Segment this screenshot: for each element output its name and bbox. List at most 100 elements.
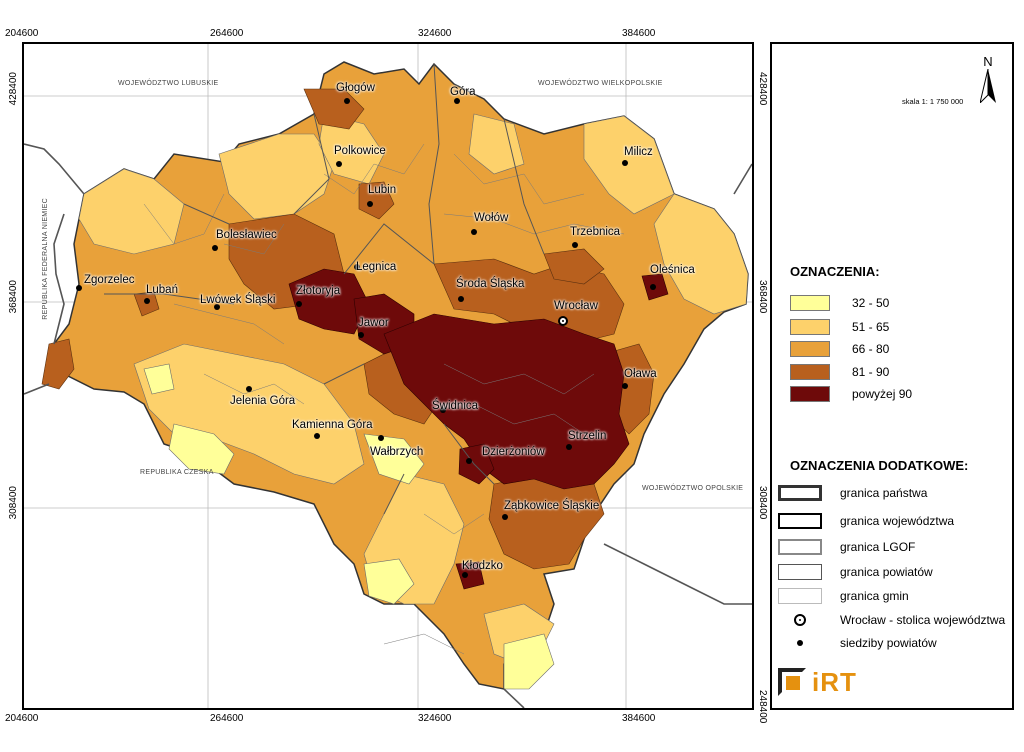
coord-bottom-2: 264600: [210, 713, 244, 724]
legend-extra-seat: siedziby powiatów: [778, 634, 937, 652]
coord-top-1: 204600: [5, 28, 39, 39]
north-arrow-icon: N: [979, 54, 996, 106]
coord-left-2: 368400: [8, 280, 19, 314]
gmina-boundaries: [143, 143, 625, 655]
legend-class-label: 32 - 50: [852, 296, 890, 310]
class-81-90-olesnica: [543, 248, 605, 285]
coord-left-3: 308400: [8, 486, 19, 520]
seat-dot-klodzko: [462, 572, 468, 578]
coord-bottom-3: 324600: [418, 713, 452, 724]
class-66-80-east: [653, 193, 749, 315]
seat-dot-boleslawiec: [212, 245, 218, 251]
legend-title: OZNACZENIA:: [790, 264, 880, 279]
coord-left-1: 428400: [8, 72, 19, 106]
label-niemcy: REPUBLIKA FEDERALNA NIEMIEC: [42, 198, 49, 320]
seat-dot-swidnica: [440, 407, 446, 413]
city-trzebnica: Trzebnica: [570, 226, 621, 238]
swatch-above-90: [790, 386, 830, 402]
class-32-50-walbrzych: [363, 433, 425, 485]
legend-class-label: 66 - 80: [852, 342, 890, 356]
coord-bottom-1: 204600: [5, 713, 39, 724]
city-gora: Góra: [450, 86, 476, 98]
seat-dot-strzelin: [566, 444, 572, 450]
legend-class-3: 66 - 80: [790, 340, 889, 358]
gmina-border-swatch: [778, 588, 822, 604]
seat-dot-olawa: [622, 383, 628, 389]
legend-extra-state: granica państwa: [778, 484, 927, 502]
city-zlotoryja: Złotoryja: [296, 285, 341, 297]
capital-swatch: [778, 614, 822, 626]
seat-dot-legnica: [354, 264, 360, 270]
legend-class-label: powyżej 90: [852, 387, 913, 401]
city-boleslawiec: Bolesławiec: [216, 229, 277, 241]
coord-top-2: 264600: [210, 28, 244, 39]
seat-dot-zlotoryja: [296, 301, 302, 307]
legend-extra-gmina: granica gmin: [778, 587, 909, 605]
city-lubin: Lubin: [368, 184, 397, 196]
city-klodzko: Kłodzko: [462, 560, 503, 572]
city-wroclaw: Wrocław: [554, 300, 598, 312]
seat-dot-jawor: [358, 332, 364, 338]
seat-dot-luban: [144, 298, 150, 304]
class-81-90-zabkowice: [488, 473, 605, 570]
class-above-90-klodzko: [455, 561, 485, 590]
coord-right-2: 368400: [757, 280, 768, 314]
city-legnica: Legnica: [356, 261, 397, 273]
class-32-50-west: [143, 363, 175, 395]
north-label: N: [983, 54, 993, 69]
city-walbrzych: Wałbrzych: [370, 446, 424, 458]
city-polkowice: Polkowice: [334, 145, 386, 157]
coord-right-4: 248400: [757, 690, 768, 724]
legend-class-label: 81 - 90: [852, 365, 890, 379]
city-jawor: Jawor: [358, 317, 389, 329]
label-czeska: REPUBLIKA CZESKA: [140, 469, 214, 476]
city-glogow: Głogów: [336, 82, 375, 94]
class-51-65-milicz: [583, 115, 675, 215]
legend-extra-label: granica LGOF: [840, 540, 916, 554]
class-32-50-klodzko: [363, 558, 415, 605]
legend-extra-voivodeship: granica województwa: [778, 512, 954, 530]
legend-extra-label: granica gmin: [840, 589, 909, 603]
legend-class-5: powyżej 90: [790, 385, 912, 403]
state-border-swatch: [778, 485, 822, 501]
swatch-81-90: [790, 364, 830, 380]
class-32-50-karkonosze: [168, 423, 235, 475]
label-lubuskie: WOJEWÓDZTWO LUBUSKIE: [118, 80, 219, 87]
class-81-90-zgorzelec-s: [41, 338, 75, 390]
legend-extra-label: granica województwa: [840, 514, 955, 528]
swatch-32-50: [790, 295, 830, 311]
coord-right-3: 308400: [757, 486, 768, 520]
powiat-border-swatch: [778, 564, 822, 580]
city-luban: Lubań: [146, 284, 178, 296]
irt-logo: iRT: [778, 662, 888, 702]
seat-dot-dzierzoniow: [466, 458, 472, 464]
class-51-65-north: [218, 133, 335, 220]
seat-dot-lwowek: [214, 304, 220, 310]
class-32-50-south: [503, 633, 555, 690]
capital-wroclaw-icon: [558, 316, 568, 326]
legend-extra-label: granica powiatów: [840, 565, 933, 579]
seat-dot-milicz: [622, 160, 628, 166]
logo-text: iRT: [812, 666, 857, 697]
city-lwowek: Lwówek Śląski: [200, 294, 276, 306]
seat-dot-polkowice: [336, 161, 342, 167]
city-strzelin: Strzelin: [568, 430, 607, 442]
legend-extra-lgof: granica LGOF: [778, 538, 915, 556]
label-opolskie: WOJEWÓDZTWO OPOLSKIE: [642, 485, 744, 492]
city-dzierzoniow: Dzierżoniów: [482, 446, 545, 458]
state-border: [24, 143, 752, 708]
seat-dot-jelenia: [246, 386, 252, 392]
seat-dot-trzebnica: [572, 242, 578, 248]
coord-top-3: 324600: [418, 28, 452, 39]
city-sroda: Środa Śląska: [456, 278, 525, 290]
city-jelenia: Jelenia Góra: [230, 395, 296, 407]
map-frame: [22, 42, 754, 710]
city-olesnica: Oleśnica: [650, 264, 695, 276]
swatch-51-65: [790, 319, 830, 335]
city-swidnica: Świdnica: [432, 400, 479, 412]
seat-dot-olesnica: [650, 284, 656, 290]
seat-dot-zgorzelec: [76, 285, 82, 291]
legend-class-1: 32 - 50: [790, 294, 889, 312]
legend-extra-capital: Wrocław - stolica województwa: [778, 611, 1005, 629]
seat-dot-kamienna: [314, 433, 320, 439]
